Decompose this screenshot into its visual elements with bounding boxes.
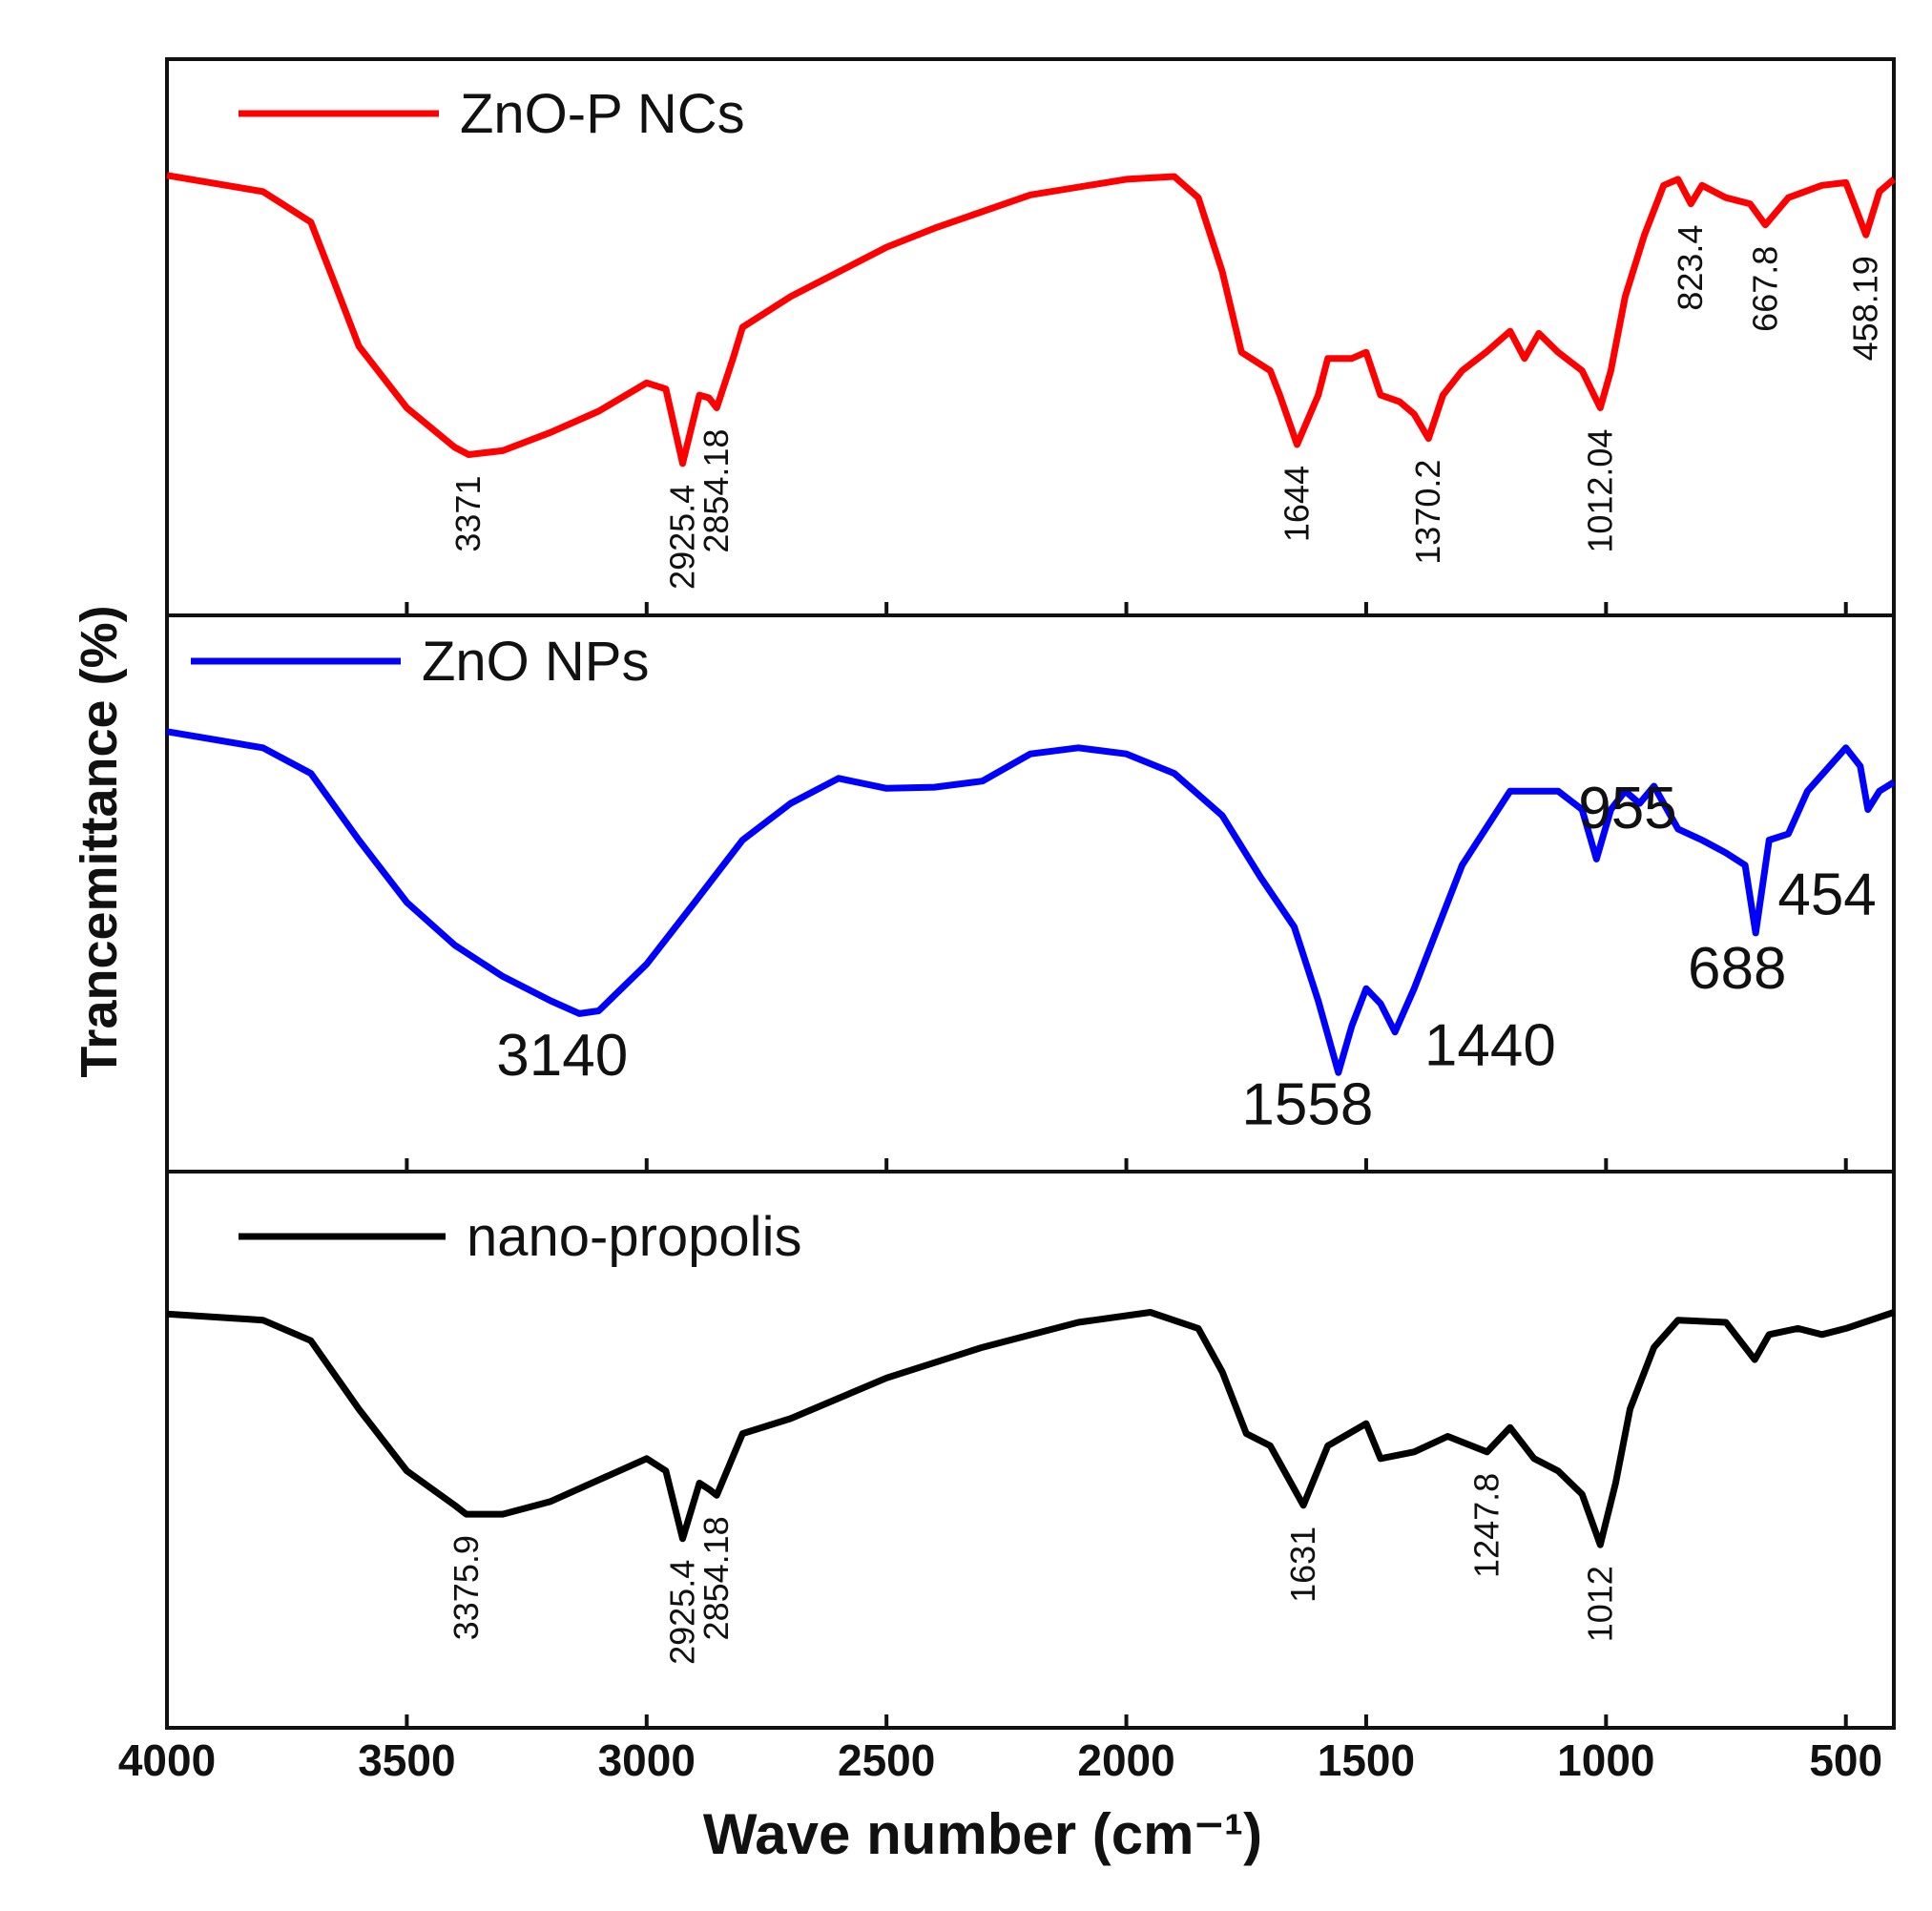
peak-label: 1644 — [1278, 466, 1317, 542]
peak-label: 823.4 — [1671, 225, 1710, 311]
x-tick-label: 4000 — [118, 1735, 216, 1785]
legend-label: ZnO-P NCs — [460, 83, 745, 145]
peak-label: 955 — [1578, 776, 1676, 841]
panel-frame — [165, 1170, 1896, 1730]
peak-label: 454 — [1777, 862, 1876, 928]
spectrum-line — [166, 728, 1896, 1076]
peak-label: 1012.04 — [1580, 429, 1619, 553]
peak-label: 2925.4 — [662, 485, 701, 590]
x-tick-label: 2000 — [1077, 1735, 1174, 1785]
x-axis-label: Wave number (cm⁻¹) — [703, 1802, 1262, 1866]
peak-label: 3371 — [448, 476, 488, 552]
peak-label: 1631 — [1283, 1527, 1322, 1603]
x-tick-label: 500 — [1809, 1735, 1882, 1785]
peak-label: 2854.18 — [696, 1516, 736, 1640]
legend-label: ZnO NPs — [422, 631, 650, 693]
x-tick-label: 2500 — [838, 1735, 935, 1785]
spectrum-line — [166, 172, 1897, 467]
x-tick-label: 1500 — [1318, 1735, 1415, 1785]
y-axis-label: Trancemittance (%) — [71, 605, 128, 1077]
peak-label: 1440 — [1424, 1013, 1556, 1079]
peak-label: 1012 — [1580, 1566, 1619, 1642]
x-tick-label: 1000 — [1557, 1735, 1654, 1785]
peak-label: 2925.4 — [662, 1560, 701, 1665]
peak-label: 688 — [1688, 936, 1786, 1002]
peak-label: 1247.8 — [1467, 1473, 1506, 1578]
peak-label: 458.19 — [1846, 256, 1885, 361]
spectrum-line — [166, 1309, 1896, 1548]
x-tick-label: 3000 — [598, 1735, 696, 1785]
peak-label: 3140 — [496, 1023, 628, 1089]
peak-label: 1558 — [1241, 1072, 1373, 1138]
peak-label: 2854.18 — [696, 429, 736, 553]
panel-frame — [165, 613, 1896, 1174]
legend-label: nano-propolis — [467, 1206, 801, 1268]
peak-label: 3375.9 — [447, 1535, 486, 1640]
x-tick-label: 3500 — [358, 1735, 455, 1785]
panel-frame — [165, 57, 1896, 617]
peak-label: 1370.2 — [1408, 460, 1447, 565]
peak-label: 667.8 — [1745, 246, 1784, 332]
